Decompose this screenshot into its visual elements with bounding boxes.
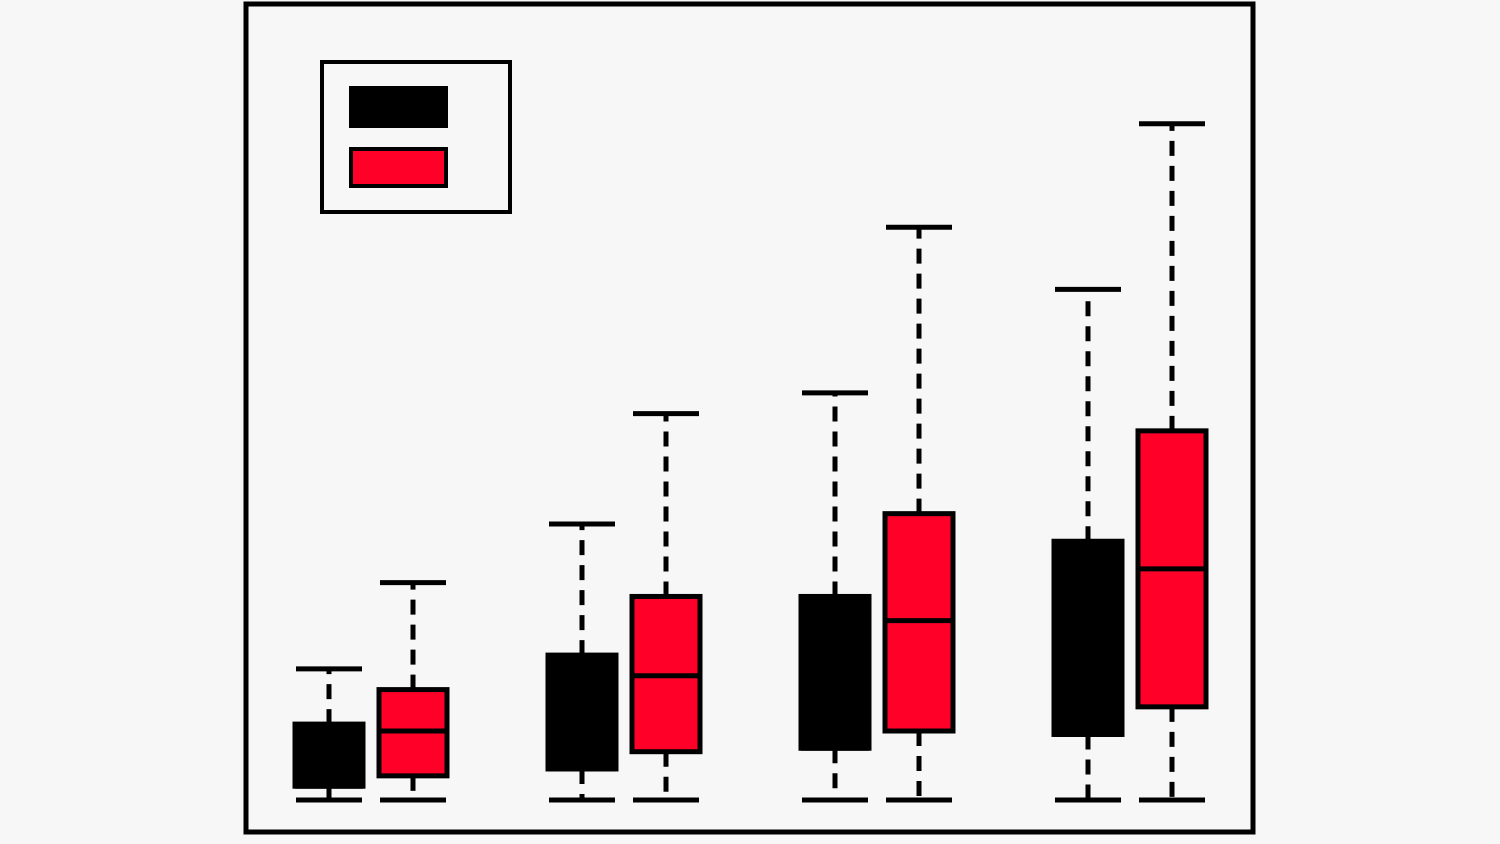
plot-frame bbox=[243, 1, 1256, 835]
legend-swatch-series-1 bbox=[349, 86, 448, 128]
legend-box bbox=[320, 60, 512, 214]
legend-swatch-series-2 bbox=[349, 147, 448, 188]
box-body bbox=[798, 593, 872, 751]
box-body bbox=[292, 721, 366, 789]
box-body bbox=[545, 652, 619, 772]
box-body bbox=[1051, 538, 1125, 737]
